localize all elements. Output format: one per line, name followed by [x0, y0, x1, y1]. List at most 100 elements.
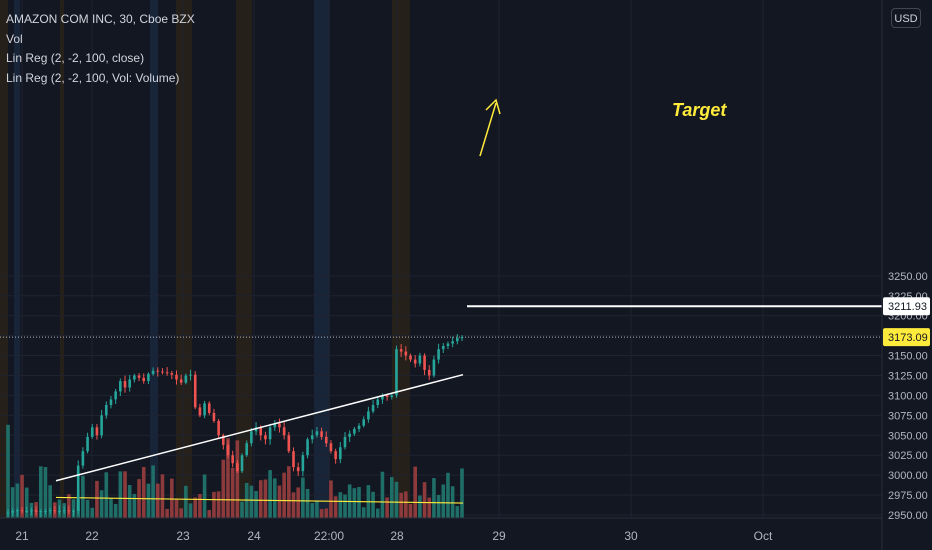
candle-body: [367, 411, 370, 420]
candle-body: [95, 427, 99, 436]
candle-body: [119, 381, 122, 392]
candle-body: [86, 436, 89, 452]
price-candles: [6, 333, 464, 518]
time-axis[interactable]: 21 22 23 24 22:00 28 29 30 Oct: [0, 517, 882, 543]
volume-bar: [146, 483, 151, 518]
time-tick-label: 22:00: [314, 529, 344, 543]
candle-body: [310, 435, 314, 440]
candle-body: [123, 381, 127, 388]
volume-bar: [296, 487, 300, 518]
target-arrow-icon[interactable]: [479, 98, 501, 157]
volume-bar: [263, 479, 268, 518]
linreg-volume-label[interactable]: Lin Reg (2, -2, 100, Vol: Volume): [6, 70, 180, 85]
volume-bar: [357, 487, 361, 518]
volume-bar: [184, 485, 188, 518]
vol-indicator-label[interactable]: Vol: [6, 31, 23, 46]
volume-bar: [333, 496, 338, 518]
candle-body: [212, 412, 216, 421]
volume-bar: [268, 470, 272, 518]
candle-body: [67, 510, 71, 512]
volume-bar: [319, 509, 324, 518]
volume-bar: [212, 491, 216, 518]
candle-body: [221, 435, 225, 445]
candle-body: [128, 379, 131, 388]
candle-body: [207, 403, 211, 413]
session-background-bands: [0, 0, 410, 518]
candle-body: [460, 337, 464, 339]
candle-body: [90, 427, 94, 437]
volume-bar: [198, 493, 202, 518]
candle-body: [441, 345, 445, 350]
target-price-tag: [883, 297, 930, 316]
candle-body: [301, 455, 305, 472]
volume-bar: [193, 497, 198, 518]
candle-body: [11, 511, 14, 513]
candle-body: [114, 391, 117, 400]
price-tick-label: 3150.00: [888, 351, 928, 363]
price-tick-label: 3125.00: [888, 370, 928, 382]
session-band: [392, 0, 410, 518]
candle-body: [395, 349, 398, 396]
session-band: [14, 0, 20, 518]
volume-bar: [301, 477, 305, 518]
candle-body: [409, 355, 412, 360]
time-tick-label: Oct: [754, 529, 773, 543]
price-tick-label: 3075.00: [888, 410, 928, 422]
candle-body: [165, 372, 169, 374]
volume-bar: [352, 488, 357, 518]
chart-legend: AMAZON COM INC, 30, Cboe BZX Vol Lin Reg…: [6, 10, 195, 88]
candle-body: [334, 451, 337, 460]
candle-body: [376, 399, 380, 405]
support-trendline[interactable]: [55, 373, 464, 482]
volume-bar: [170, 478, 174, 518]
price-tick-label: 2950.00: [888, 510, 928, 522]
candle-body: [268, 427, 272, 440]
volume-bar: [123, 471, 127, 518]
volume-bar: [188, 503, 193, 518]
candle-body: [385, 395, 389, 398]
candle-body: [451, 341, 454, 344]
candle-body: [39, 511, 43, 513]
candle-body: [413, 359, 417, 364]
candle-body: [287, 435, 291, 452]
candle-body: [282, 427, 286, 436]
volume-bar: [95, 480, 99, 518]
candle-body: [203, 403, 206, 416]
volume-bar: [118, 471, 123, 518]
candle-body: [161, 371, 164, 373]
candle-body: [231, 455, 234, 464]
time-tick-label: 23: [176, 529, 190, 543]
linreg-close-label[interactable]: Lin Reg (2, -2, 100, close): [6, 51, 145, 65]
candle-body: [20, 510, 24, 512]
price-tick-label: 3025.00: [888, 450, 928, 462]
time-tick-label: 29: [492, 529, 506, 543]
price-tick-label: 2975.00: [888, 490, 928, 502]
candle-body: [273, 423, 277, 428]
volume-bar: [361, 507, 366, 518]
candle-body: [399, 349, 403, 352]
session-band: [176, 0, 192, 518]
candle-body: [381, 395, 384, 400]
candle-body: [175, 374, 178, 380]
volume-bar: [10, 487, 15, 518]
time-tick-label: 22: [85, 529, 99, 543]
time-tick-label: 28: [390, 529, 404, 543]
candle-body: [362, 419, 366, 426]
price-axis[interactable]: 2950.00 2975.00 3000.00 3025.00 3050.00 3075.…: [881, 0, 928, 550]
currency-button[interactable]: USD: [891, 8, 921, 28]
candle-body: [390, 395, 394, 398]
candle-body: [343, 436, 347, 448]
target-arrow-shaft: [479, 102, 497, 157]
volume-bar: [20, 474, 24, 518]
volume-bar: [249, 485, 254, 518]
symbol-title[interactable]: AMAZON COM INC, 30, Cboe BZX: [6, 12, 195, 26]
candle-body: [58, 511, 61, 513]
volume-regression-line: [55, 496, 464, 504]
volume-bar: [226, 438, 230, 518]
candle-body: [179, 379, 183, 383]
volume-bar: [221, 459, 226, 518]
candle-body: [296, 467, 300, 472]
volume-bar: [254, 491, 258, 518]
volume-bar: [141, 466, 146, 518]
